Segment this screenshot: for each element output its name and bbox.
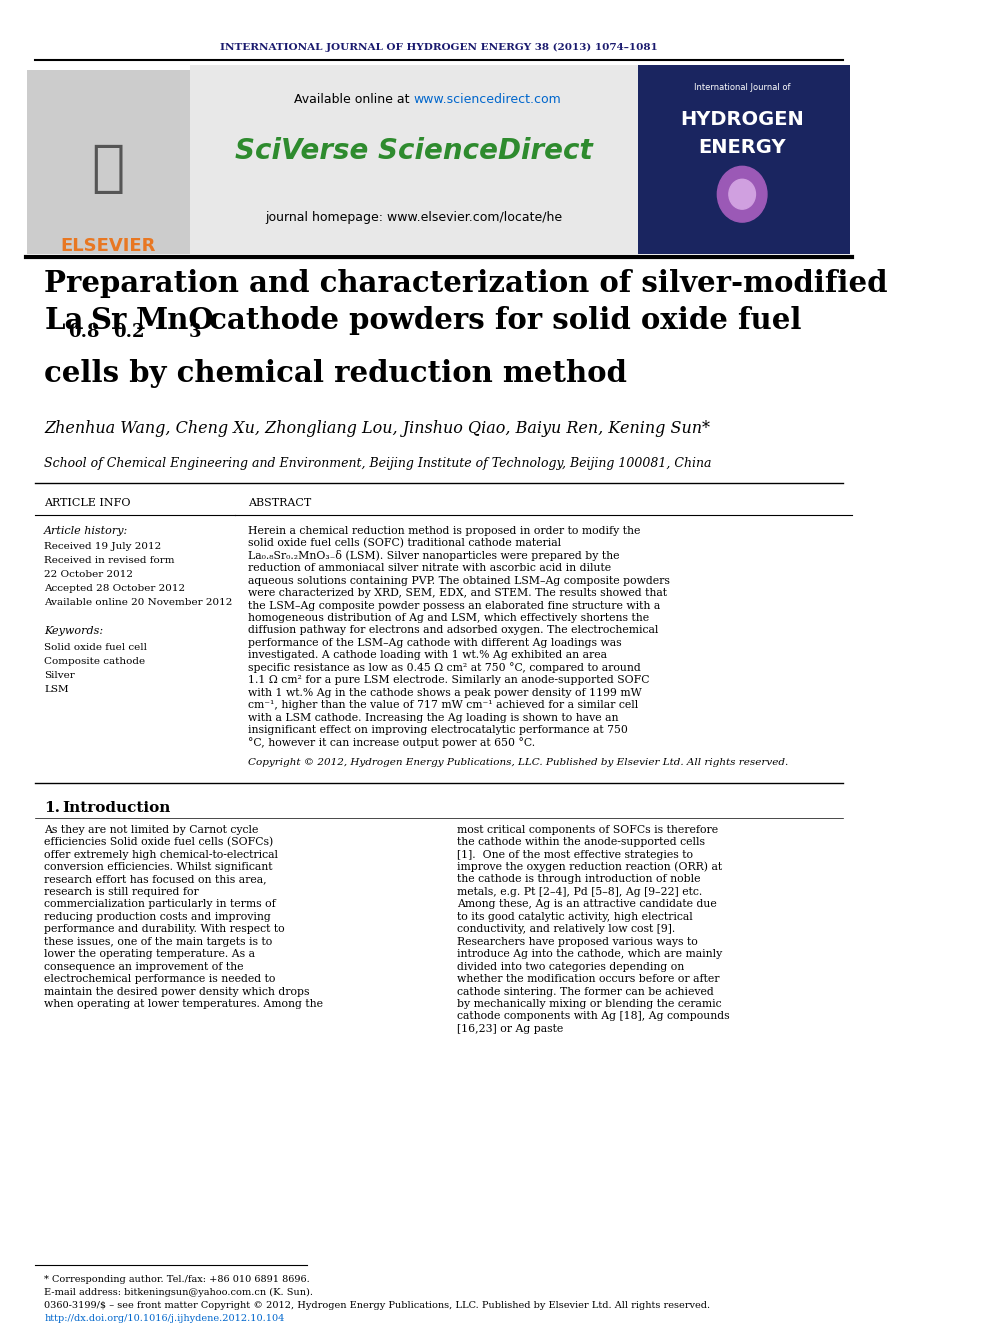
- Text: 1.1 Ω cm² for a pure LSM electrode. Similarly an anode-supported SOFC: 1.1 Ω cm² for a pure LSM electrode. Simi…: [248, 675, 650, 685]
- Text: cathode components with Ag [18], Ag compounds: cathode components with Ag [18], Ag comp…: [457, 1012, 729, 1021]
- Text: SciVerse ScienceDirect: SciVerse ScienceDirect: [235, 138, 592, 165]
- Text: MnO: MnO: [136, 306, 214, 335]
- Text: 22 October 2012: 22 October 2012: [45, 570, 133, 579]
- Circle shape: [717, 167, 767, 222]
- Text: [1].  One of the most effective strategies to: [1]. One of the most effective strategie…: [457, 849, 693, 860]
- Text: Zhenhua Wang, Cheng Xu, Zhongliang Lou, Jinshuo Qiao, Baiyu Ren, Kening Sun*: Zhenhua Wang, Cheng Xu, Zhongliang Lou, …: [45, 419, 710, 437]
- Text: introduce Ag into the cathode, which are mainly: introduce Ag into the cathode, which are…: [457, 949, 722, 959]
- Text: reducing production costs and improving: reducing production costs and improving: [45, 912, 271, 922]
- Text: ABSTRACT: ABSTRACT: [248, 497, 311, 508]
- Text: ENERGY: ENERGY: [698, 138, 786, 157]
- Text: International Journal of: International Journal of: [694, 83, 791, 93]
- Text: most critical components of SOFCs is therefore: most critical components of SOFCs is the…: [457, 824, 718, 835]
- Text: ARTICLE INFO: ARTICLE INFO: [45, 497, 131, 508]
- Text: to its good catalytic activity, high electrical: to its good catalytic activity, high ele…: [457, 912, 692, 922]
- Text: with 1 wt.% Ag in the cathode shows a peak power density of 1199 mW: with 1 wt.% Ag in the cathode shows a pe…: [248, 688, 642, 697]
- Text: maintain the desired power density which drops: maintain the desired power density which…: [45, 987, 310, 996]
- Text: reduction of ammoniacal silver nitrate with ascorbic acid in dilute: reduction of ammoniacal silver nitrate w…: [248, 564, 611, 573]
- Text: 🌳: 🌳: [91, 143, 125, 196]
- Text: School of Chemical Engineering and Environment, Beijing Institute of Technology,: School of Chemical Engineering and Envir…: [45, 456, 712, 470]
- Text: 3: 3: [188, 323, 201, 340]
- Text: journal homepage: www.elsevier.com/locate/he: journal homepage: www.elsevier.com/locat…: [265, 210, 562, 224]
- Text: consequence an improvement of the: consequence an improvement of the: [45, 962, 244, 971]
- Text: As they are not limited by Carnot cycle: As they are not limited by Carnot cycle: [45, 824, 259, 835]
- Text: 0.8: 0.8: [68, 323, 99, 340]
- Text: research is still required for: research is still required for: [45, 886, 199, 897]
- Text: °C, however it can increase output power at 650 °C.: °C, however it can increase output power…: [248, 737, 535, 747]
- Text: HYDROGEN: HYDROGEN: [681, 110, 805, 130]
- Text: ELSEVIER: ELSEVIER: [61, 237, 156, 255]
- Text: research effort has focused on this area,: research effort has focused on this area…: [45, 875, 267, 885]
- Text: performance and durability. With respect to: performance and durability. With respect…: [45, 925, 285, 934]
- Text: LSM: LSM: [45, 685, 68, 693]
- Text: metals, e.g. Pt [2–4], Pd [5–8], Ag [9–22] etc.: metals, e.g. Pt [2–4], Pd [5–8], Ag [9–2…: [457, 886, 702, 897]
- Text: [16,23] or Ag paste: [16,23] or Ag paste: [457, 1024, 563, 1033]
- Text: Introduction: Introduction: [62, 800, 171, 815]
- Text: La₀.₈Sr₀.₂MnO₃₋δ (LSM). Silver nanoparticles were prepared by the: La₀.₈Sr₀.₂MnO₃₋δ (LSM). Silver nanoparti…: [248, 550, 619, 561]
- Circle shape: [729, 180, 756, 209]
- Text: diffusion pathway for electrons and adsorbed oxygen. The electrochemical: diffusion pathway for electrons and adso…: [248, 626, 659, 635]
- Text: www.sciencedirect.com: www.sciencedirect.com: [414, 93, 561, 106]
- Text: aqueous solutions containing PVP. The obtained LSM–Ag composite powders: aqueous solutions containing PVP. The ob…: [248, 576, 670, 586]
- Text: the cathode is through introduction of noble: the cathode is through introduction of n…: [457, 875, 700, 885]
- Text: Silver: Silver: [45, 671, 75, 680]
- Text: Keywords:: Keywords:: [45, 627, 103, 636]
- Text: cathode sintering. The former can be achieved: cathode sintering. The former can be ach…: [457, 987, 713, 996]
- Bar: [27, 70, 190, 254]
- Text: cm⁻¹, higher than the value of 717 mW cm⁻¹ achieved for a similar cell: cm⁻¹, higher than the value of 717 mW cm…: [248, 700, 638, 710]
- Text: La: La: [45, 306, 83, 335]
- Bar: [638, 65, 850, 254]
- Text: * Corresponding author. Tel./fax: +86 010 6891 8696.: * Corresponding author. Tel./fax: +86 01…: [45, 1275, 310, 1285]
- Text: E-mail address: bitkeningsun@yahoo.com.cn (K. Sun).: E-mail address: bitkeningsun@yahoo.com.c…: [45, 1289, 313, 1298]
- Text: Received in revised form: Received in revised form: [45, 556, 175, 565]
- Text: conversion efficiencies. Whilst significant: conversion efficiencies. Whilst signific…: [45, 863, 273, 872]
- Text: cathode powders for solid oxide fuel: cathode powders for solid oxide fuel: [199, 306, 802, 335]
- Text: http://dx.doi.org/10.1016/j.ijhydene.2012.10.104: http://dx.doi.org/10.1016/j.ijhydene.201…: [45, 1314, 285, 1323]
- Text: when operating at lower temperatures. Among the: when operating at lower temperatures. Am…: [45, 999, 323, 1009]
- Text: offer extremely high chemical-to-electrical: offer extremely high chemical-to-electri…: [45, 849, 279, 860]
- Text: whether the modification occurs before or after: whether the modification occurs before o…: [457, 974, 719, 984]
- Text: Received 19 July 2012: Received 19 July 2012: [45, 542, 162, 552]
- Text: these issues, one of the main targets is to: these issues, one of the main targets is…: [45, 937, 273, 947]
- Text: the cathode within the anode-supported cells: the cathode within the anode-supported c…: [457, 837, 705, 847]
- Text: electrochemical performance is needed to: electrochemical performance is needed to: [45, 974, 276, 984]
- Text: Accepted 28 October 2012: Accepted 28 October 2012: [45, 585, 186, 593]
- Text: Sr: Sr: [90, 306, 127, 335]
- Text: conductivity, and relatively low cost [9].: conductivity, and relatively low cost [9…: [457, 925, 676, 934]
- Text: INTERNATIONAL JOURNAL OF HYDROGEN ENERGY 38 (2013) 1074–1081: INTERNATIONAL JOURNAL OF HYDROGEN ENERGY…: [220, 44, 658, 53]
- Text: Copyright © 2012, Hydrogen Energy Publications, LLC. Published by Elsevier Ltd. : Copyright © 2012, Hydrogen Energy Public…: [248, 758, 789, 767]
- Text: by mechanically mixing or blending the ceramic: by mechanically mixing or blending the c…: [457, 999, 721, 1009]
- Text: 0.2: 0.2: [113, 323, 145, 340]
- Text: improve the oxygen reduction reaction (ORR) at: improve the oxygen reduction reaction (O…: [457, 861, 722, 872]
- Text: Composite cathode: Composite cathode: [45, 656, 146, 665]
- Text: solid oxide fuel cells (SOFC) traditional cathode material: solid oxide fuel cells (SOFC) traditiona…: [248, 538, 561, 549]
- Text: insignificant effect on improving electrocatalytic performance at 750: insignificant effect on improving electr…: [248, 725, 628, 736]
- Text: Researchers have proposed various ways to: Researchers have proposed various ways t…: [457, 937, 697, 947]
- Text: lower the operating temperature. As a: lower the operating temperature. As a: [45, 949, 255, 959]
- Text: 0360-3199/$ – see front matter Copyright © 2012, Hydrogen Energy Publications, L: 0360-3199/$ – see front matter Copyright…: [45, 1302, 710, 1310]
- Text: cells by chemical reduction method: cells by chemical reduction method: [45, 359, 627, 388]
- Text: were characterized by XRD, SEM, EDX, and STEM. The results showed that: were characterized by XRD, SEM, EDX, and…: [248, 589, 667, 598]
- Text: Available online 20 November 2012: Available online 20 November 2012: [45, 598, 233, 607]
- Text: efficiencies Solid oxide fuel cells (SOFCs): efficiencies Solid oxide fuel cells (SOF…: [45, 837, 274, 847]
- Text: Herein a chemical reduction method is proposed in order to modify the: Herein a chemical reduction method is pr…: [248, 525, 641, 536]
- Text: the LSM–Ag composite powder possess an elaborated fine structure with a: the LSM–Ag composite powder possess an e…: [248, 601, 661, 611]
- Text: 1.: 1.: [45, 800, 61, 815]
- Text: Article history:: Article history:: [45, 525, 129, 536]
- Text: specific resistance as low as 0.45 Ω cm² at 750 °C, compared to around: specific resistance as low as 0.45 Ω cm²…: [248, 663, 641, 673]
- Text: Among these, Ag is an attractive candidate due: Among these, Ag is an attractive candida…: [457, 900, 717, 909]
- Text: homogeneous distribution of Ag and LSM, which effectively shortens the: homogeneous distribution of Ag and LSM, …: [248, 613, 649, 623]
- Text: Preparation and characterization of silver-modified: Preparation and characterization of silv…: [45, 270, 888, 299]
- Bar: [190, 65, 638, 254]
- Text: investigated. A cathode loading with 1 wt.% Ag exhibited an area: investigated. A cathode loading with 1 w…: [248, 651, 607, 660]
- Text: commercialization particularly in terms of: commercialization particularly in terms …: [45, 900, 276, 909]
- Text: performance of the LSM–Ag cathode with different Ag loadings was: performance of the LSM–Ag cathode with d…: [248, 638, 622, 648]
- Text: divided into two categories depending on: divided into two categories depending on: [457, 962, 684, 971]
- Text: with a LSM cathode. Increasing the Ag loading is shown to have an: with a LSM cathode. Increasing the Ag lo…: [248, 713, 618, 722]
- Text: Available online at: Available online at: [294, 93, 414, 106]
- Text: Solid oxide fuel cell: Solid oxide fuel cell: [45, 643, 147, 652]
